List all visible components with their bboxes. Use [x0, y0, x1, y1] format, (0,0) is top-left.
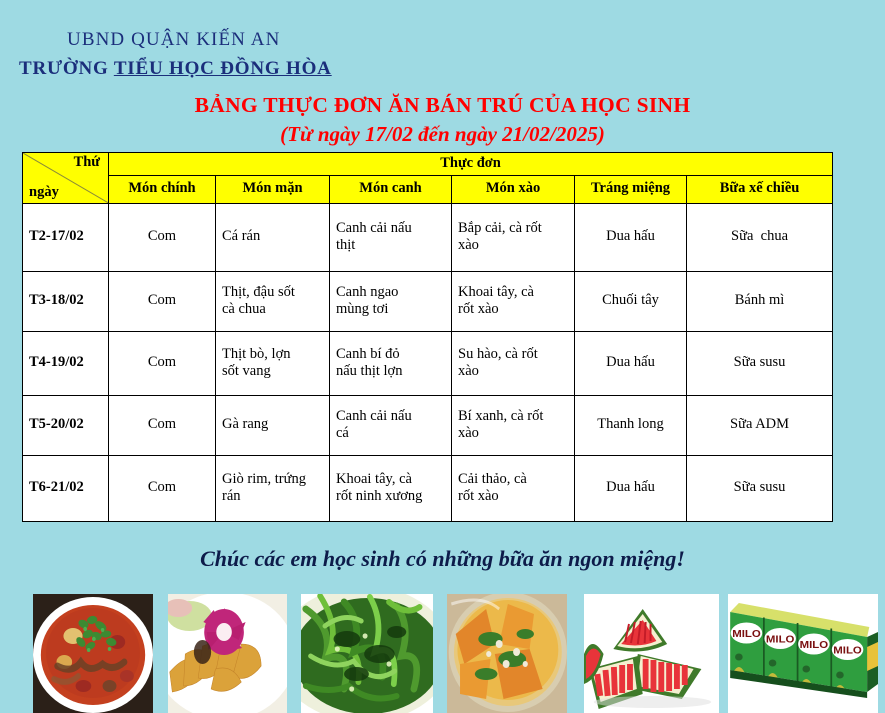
svg-text:MILO: MILO — [800, 639, 829, 650]
svg-text:MILO: MILO — [732, 628, 761, 639]
svg-text:MILO: MILO — [766, 634, 795, 645]
svg-text:MILO: MILO — [833, 645, 862, 656]
